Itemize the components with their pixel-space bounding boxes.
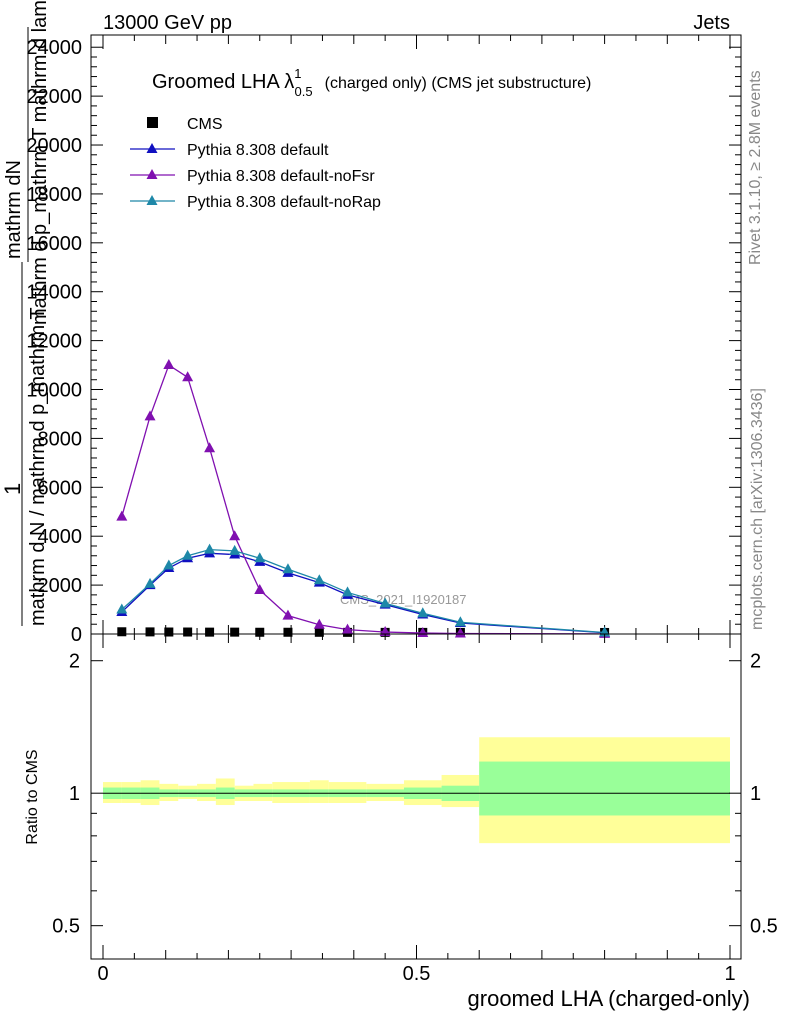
cms-data-point — [314, 627, 324, 637]
mc-data-point — [144, 577, 156, 588]
cms-data-point — [255, 627, 265, 637]
mc-data-point — [379, 597, 391, 608]
mc-data-point — [342, 623, 354, 634]
ylabel-line-4: mathrm d N / mathrm d p_mathrm T — [27, 307, 49, 626]
mc-data-point — [417, 627, 429, 638]
ratio-y-tick-label: 1 — [69, 783, 80, 805]
mc-data-point — [163, 359, 175, 370]
mc-data-point — [229, 530, 241, 541]
legend: CMS Pythia 8.308 default Pythia 8.308 de… — [130, 116, 381, 211]
y-tick-label: 20000 — [26, 135, 82, 157]
ratio-inner-band — [479, 761, 730, 816]
y-tick-label: 14000 — [26, 282, 82, 304]
mc-data-point — [454, 616, 466, 627]
x-tick-label: 0 — [97, 963, 108, 985]
legend-cms-marker — [147, 117, 158, 128]
y-tick-label: 6000 — [38, 477, 83, 499]
y-tick-label: 0 — [71, 624, 82, 646]
cms-data-point — [183, 627, 193, 637]
ylabel-line-3: 1 — [0, 483, 25, 495]
ratio-y-axis-label: Ratio to CMS — [24, 749, 41, 844]
plot-title: Groomed LHA λ1 0.5 (charged only) (CMS jet… — [152, 66, 591, 99]
ratio-y-tick-label-right: 1 — [750, 783, 761, 805]
x-tick-label: 0.5 — [403, 963, 431, 985]
y-tick-label: 18000 — [26, 184, 82, 206]
mc-data-point — [417, 607, 429, 618]
legend-norap-label: Pythia 8.308 default-noRap — [187, 194, 381, 211]
main-series-layer — [116, 359, 611, 638]
ylabel-line-1: mathrm dN — [3, 160, 25, 259]
mc-data-point — [313, 618, 325, 629]
legend-cms-label: CMS — [187, 116, 223, 133]
energy-label: 13000 GeV pp — [103, 12, 232, 34]
y-tick-label: 8000 — [38, 428, 83, 450]
mc-data-point — [342, 586, 354, 597]
cms-data-point — [283, 627, 293, 637]
mc-data-point — [182, 549, 194, 560]
cms-data-point — [164, 627, 174, 637]
mc-data-point — [144, 410, 156, 421]
ratio-y-tick-label: 2 — [69, 651, 80, 673]
cms-data-point — [230, 627, 240, 637]
rivet-version-label: Rivet 3.1.10, ≥ 2.8M events — [747, 70, 764, 265]
ratio-band-layer — [103, 737, 730, 844]
mc-data-point — [229, 544, 241, 555]
series-line — [121, 548, 605, 634]
legend-nofsr-label: Pythia 8.308 default-noFsr — [187, 168, 375, 185]
ratio-y-tick-label-right: 0.5 — [750, 916, 778, 938]
cms-data-point — [117, 627, 127, 637]
legend-default-label: Pythia 8.308 default — [187, 142, 329, 159]
main-y-axis-label: mathrm dN mathrm d p_mathrm T mathrm d l… — [0, 0, 51, 626]
mcplots-label: mcplots.cern.ch [arXiv:1306.3436] — [749, 388, 766, 630]
x-tick-label: 1 — [724, 963, 735, 985]
legend-default-marker — [146, 143, 158, 153]
y-tick-label: 2000 — [38, 575, 83, 597]
mc-data-point — [282, 609, 294, 620]
mc-data-point — [182, 371, 194, 382]
mc-data-point — [282, 563, 294, 574]
mc-data-point — [163, 559, 175, 570]
jets-label: Jets — [693, 12, 730, 34]
ratio-plot-panel: 0.5 0.51 12 2 0 0.5 1 Ratio to CMS groomed LH… — [24, 633, 778, 1011]
mc-data-point — [254, 552, 266, 563]
mc-data-point — [454, 627, 466, 638]
mc-data-point — [313, 574, 325, 585]
y-tick-label: 22000 — [26, 86, 82, 108]
main-y-ticks: 0 2000 4000 6000 8000 10000 12000 14000 16000 180… — [26, 37, 741, 646]
cms-data-point — [145, 627, 155, 637]
x-axis-label: groomed LHA (charged-only) — [468, 986, 750, 1011]
cms-data-point — [205, 627, 215, 637]
main-plot-panel: 0 2000 4000 6000 8000 10000 12000 14000 16000 180… — [0, 0, 742, 646]
legend-norap-marker — [146, 195, 158, 205]
mc-data-point — [116, 510, 128, 521]
y-tick-label: 4000 — [38, 526, 83, 548]
ylabel-line-2: mathrm d p_mathrm T mathrm d lambda — [29, 0, 51, 325]
ratio-y-tick-label-right: 2 — [750, 651, 761, 673]
y-tick-label: 24000 — [26, 37, 82, 59]
ratio-x-ticks: 0 0.5 1 — [97, 634, 736, 985]
mc-data-point — [204, 442, 216, 453]
legend-nofsr-marker — [146, 169, 158, 179]
ratio-y-tick-label: 0.5 — [52, 916, 80, 938]
y-tick-label: 16000 — [26, 233, 82, 255]
y-tick-label: 10000 — [26, 380, 82, 402]
y-tick-label: 12000 — [26, 331, 82, 353]
mc-data-point — [116, 603, 128, 614]
analysis-watermark: CMS_2021_I1920187 — [340, 592, 467, 607]
mc-data-point — [204, 543, 216, 554]
mc-data-point — [254, 583, 266, 594]
ratio-y-ticks: 0.5 0.5 1 1 2 2 — [52, 651, 778, 938]
